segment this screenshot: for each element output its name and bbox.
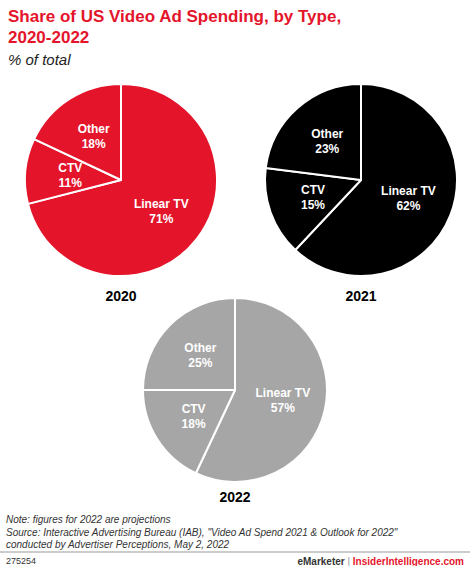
svg-text:Other: Other <box>311 127 343 141</box>
svg-text:eMarketer: eMarketer <box>297 556 344 566</box>
svg-text:2020-2022: 2020-2022 <box>8 28 89 47</box>
svg-text:2021: 2021 <box>345 288 376 304</box>
svg-text:Share of US Video Ad Spending,: Share of US Video Ad Spending, by Type, <box>8 7 341 26</box>
svg-text:|: | <box>347 556 350 566</box>
svg-text:InsiderIntelligence.com: InsiderIntelligence.com <box>353 556 464 566</box>
svg-text:62%: 62% <box>396 199 420 213</box>
svg-text:CTV: CTV <box>58 161 82 175</box>
svg-text:18%: 18% <box>82 137 106 151</box>
svg-text:2022: 2022 <box>219 489 250 505</box>
svg-text:Linear TV: Linear TV <box>381 184 436 198</box>
svg-text:Other: Other <box>78 122 110 136</box>
svg-text:23%: 23% <box>315 142 339 156</box>
svg-text:Note: figures for 2022 are pro: Note: figures for 2022 are projections <box>6 514 171 525</box>
svg-text:Linear TV: Linear TV <box>134 197 189 211</box>
svg-text:275254: 275254 <box>6 556 36 566</box>
svg-text:18%: 18% <box>182 417 206 431</box>
svg-text:25%: 25% <box>188 356 212 370</box>
svg-text:conducted by Advertiser Percep: conducted by Advertiser Perceptions, May… <box>6 539 230 550</box>
svg-text:Linear TV: Linear TV <box>255 386 310 400</box>
svg-text:71%: 71% <box>149 212 173 226</box>
svg-text:2020: 2020 <box>105 288 136 304</box>
svg-text:Source: Interactive Advertisin: Source: Interactive Advertising Bureau (… <box>6 527 398 538</box>
svg-text:15%: 15% <box>301 198 325 212</box>
svg-text:57%: 57% <box>271 401 295 415</box>
svg-text:Other: Other <box>184 341 216 355</box>
svg-text:11%: 11% <box>59 176 83 190</box>
svg-text:CTV: CTV <box>301 183 325 197</box>
svg-text:CTV: CTV <box>182 402 206 416</box>
svg-text:% of total: % of total <box>8 51 71 68</box>
